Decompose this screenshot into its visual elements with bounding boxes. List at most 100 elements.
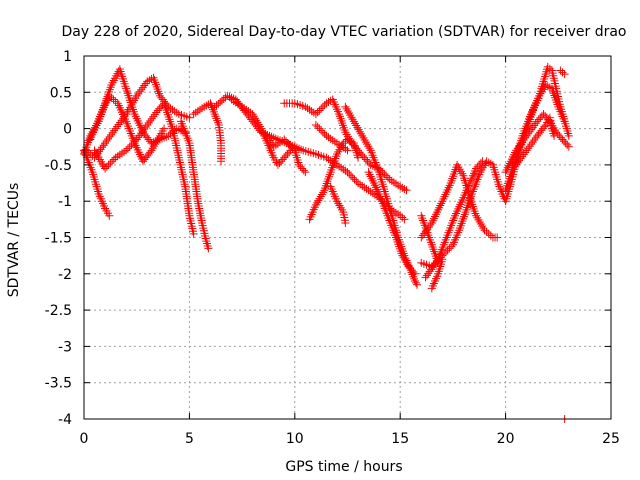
data-point — [454, 163, 467, 178]
data-point — [524, 133, 540, 153]
data-point — [87, 112, 104, 142]
data-point — [155, 101, 167, 113]
y-tick-label: 0.5 — [50, 85, 72, 101]
data-point — [351, 119, 366, 138]
data-point — [166, 104, 181, 117]
data-point — [410, 269, 419, 278]
data-point — [212, 93, 230, 110]
data-point — [322, 153, 331, 162]
data-point — [259, 128, 268, 137]
data-point — [211, 112, 223, 127]
data-point — [428, 272, 442, 290]
data-point — [134, 79, 150, 98]
data-point — [335, 112, 349, 134]
data-point — [342, 104, 357, 124]
y-axis-label: SDTVAR / TECUs — [6, 183, 22, 298]
y-tick-label: -2 — [58, 267, 72, 283]
y-tick-label: -3 — [58, 339, 72, 355]
data-point — [191, 104, 207, 117]
data-point — [343, 168, 352, 177]
data-point — [473, 159, 485, 171]
data-point — [175, 156, 189, 189]
data-point — [358, 131, 367, 140]
data-point — [502, 148, 520, 174]
data-point — [160, 124, 169, 133]
data-point — [556, 66, 565, 75]
data-point — [89, 170, 103, 196]
data-point — [311, 110, 320, 119]
data-point — [392, 235, 406, 258]
data-point — [238, 102, 247, 111]
data-point — [560, 137, 572, 149]
data-point — [440, 242, 456, 258]
data-point — [546, 116, 556, 130]
data-point — [177, 110, 191, 121]
data-point — [200, 102, 209, 111]
data-point — [223, 91, 232, 100]
data-point — [105, 211, 114, 220]
data-point — [157, 127, 167, 138]
data-point — [345, 169, 361, 186]
data-point — [396, 182, 405, 191]
data-point — [102, 155, 118, 171]
data-point — [367, 148, 383, 174]
data-point — [449, 228, 463, 247]
data-point — [368, 161, 382, 172]
data-point — [147, 146, 156, 155]
data-point — [552, 87, 564, 109]
data-point — [339, 210, 349, 225]
data-point — [301, 102, 310, 111]
data-point — [489, 163, 503, 189]
data-point — [324, 133, 339, 146]
data-point — [354, 153, 363, 162]
data-point — [306, 203, 319, 221]
x-tick-label: 25 — [602, 431, 620, 447]
data-point — [292, 143, 306, 154]
data-point — [227, 95, 236, 104]
data-point — [314, 150, 328, 161]
data-point — [398, 183, 409, 194]
data-point — [466, 166, 480, 185]
data-point — [560, 70, 569, 79]
data-point — [527, 94, 543, 116]
data-point — [435, 235, 450, 261]
data-point — [111, 124, 120, 133]
data-point — [472, 211, 481, 220]
data-point — [361, 155, 374, 168]
data-point — [443, 214, 459, 240]
data-point — [132, 135, 141, 144]
data-point — [144, 108, 161, 127]
data-point — [502, 177, 516, 203]
data-point — [543, 82, 554, 92]
data-point — [280, 135, 289, 144]
data-point — [421, 273, 430, 282]
data-point — [396, 211, 405, 220]
data-point — [240, 104, 255, 117]
data-point — [275, 155, 287, 168]
data-point — [466, 195, 480, 218]
data-point — [428, 199, 446, 225]
data-point — [461, 208, 470, 217]
data-point — [473, 213, 488, 233]
x-tick-label: 20 — [497, 431, 515, 447]
data-point — [341, 102, 350, 111]
data-point — [456, 210, 469, 232]
data-point — [564, 142, 573, 151]
data-point — [452, 195, 467, 218]
data-point — [296, 162, 308, 175]
chart-title: Day 228 of 2020, Sidereal Day-to-day VTE… — [61, 24, 626, 40]
data-point — [524, 119, 540, 138]
data-point — [536, 65, 552, 98]
data-point — [143, 120, 152, 129]
data-point — [282, 137, 298, 153]
data-point — [84, 148, 97, 160]
data-point — [122, 146, 131, 155]
x-tick-label: 0 — [80, 431, 89, 447]
data-point — [116, 67, 130, 91]
data-point — [271, 156, 281, 167]
data-point — [434, 258, 443, 267]
data-point — [181, 185, 194, 218]
data-point — [204, 244, 213, 253]
data-point — [327, 185, 340, 203]
data-point — [553, 130, 565, 142]
